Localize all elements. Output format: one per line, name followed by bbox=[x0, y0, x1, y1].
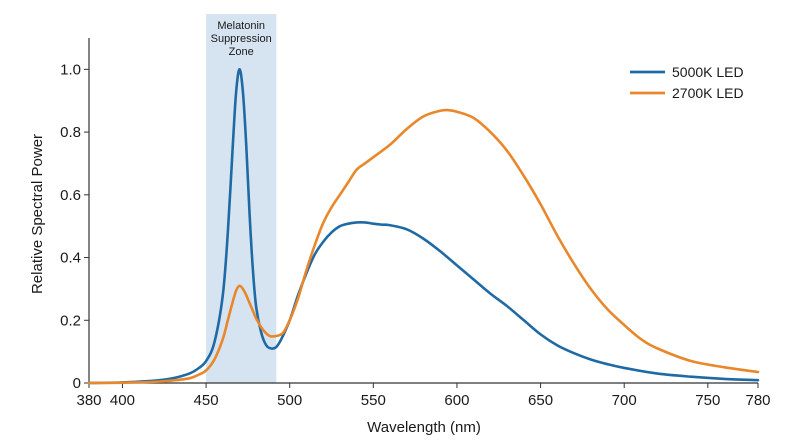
legend: 5000K LED 2700K LED bbox=[630, 64, 744, 101]
y-tick-label: 1.0 bbox=[60, 61, 81, 78]
zone-label-line: Melatonin bbox=[217, 20, 265, 32]
x-tick-label: 380 bbox=[76, 392, 101, 409]
x-axis-title: Wavelength (nm) bbox=[367, 419, 481, 436]
y-axis-title: Relative Spectral Power bbox=[29, 134, 46, 294]
x-tick-label: 750 bbox=[695, 392, 720, 409]
y-tick-label: 0.6 bbox=[60, 187, 81, 204]
x-tick-label: 450 bbox=[194, 392, 219, 409]
series-line-2700k bbox=[87, 108, 760, 385]
y-tick-label: 0.8 bbox=[60, 124, 81, 141]
y-tick-label: 0 bbox=[73, 375, 81, 392]
legend-label: 2700K LED bbox=[672, 85, 744, 101]
y-tick-label: 0.2 bbox=[60, 312, 81, 329]
axes-layer: 0 0.2 0.4 0.6 0.8 1.0 380 400 450 500 550 600 650 700… bbox=[60, 38, 771, 409]
zone-label-line: Suppression bbox=[211, 33, 272, 45]
series-line-5000k bbox=[87, 68, 760, 385]
x-tick-label: 550 bbox=[361, 392, 386, 409]
x-tick-label: 780 bbox=[745, 392, 770, 409]
x-tick-label: 500 bbox=[277, 392, 302, 409]
zone-label-line: Zone bbox=[229, 46, 254, 58]
series-layer bbox=[87, 68, 760, 385]
x-tick-label: 700 bbox=[612, 392, 637, 409]
x-tick-label: 400 bbox=[110, 392, 135, 409]
y-tick-label: 0.4 bbox=[60, 250, 81, 267]
legend-label: 5000K LED bbox=[672, 64, 744, 80]
x-tick-label: 650 bbox=[528, 392, 553, 409]
x-tick-label: 600 bbox=[444, 392, 469, 409]
